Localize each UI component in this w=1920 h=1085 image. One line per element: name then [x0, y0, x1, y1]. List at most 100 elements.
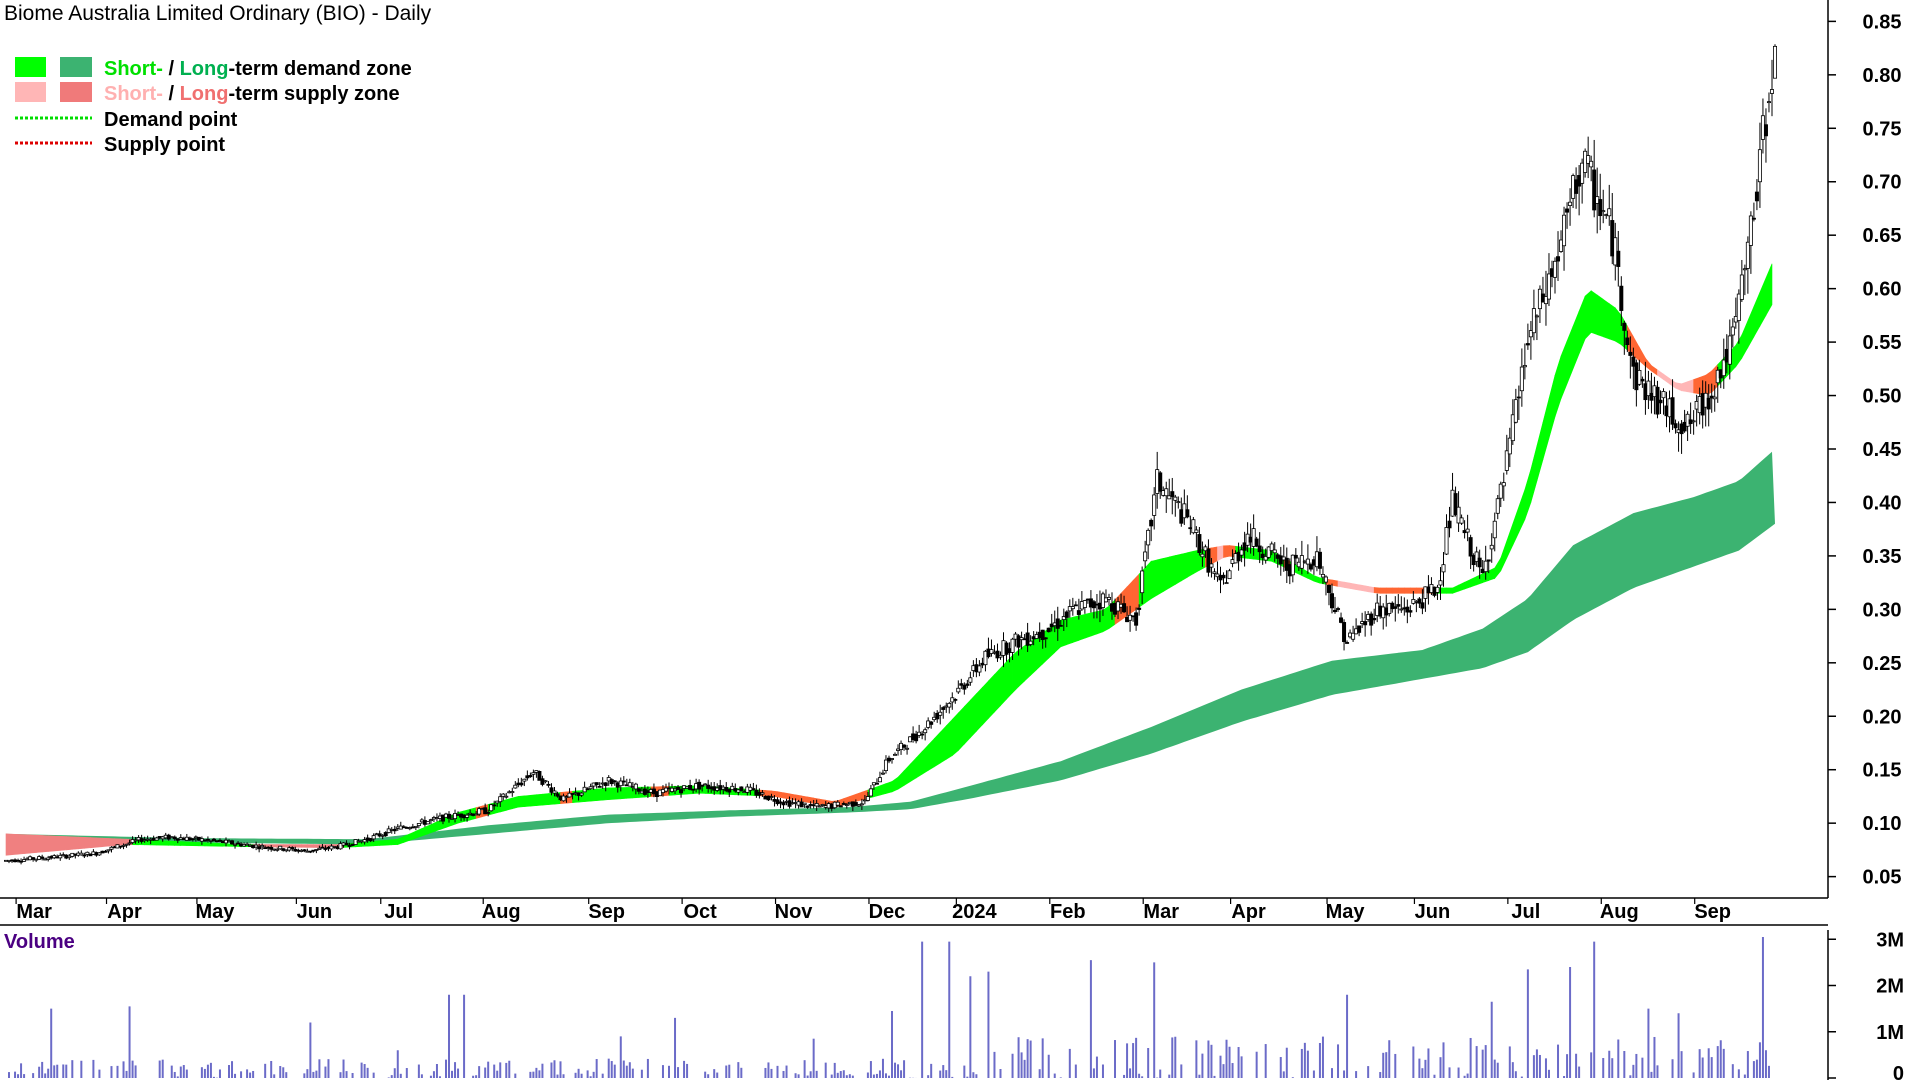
- short-term-zone-segment: [1187, 550, 1194, 578]
- candle-body: [133, 839, 138, 842]
- candle-body: [106, 849, 111, 852]
- price-tick-label: 0.50: [1863, 386, 1902, 408]
- short-term-zone-segment: [47, 835, 55, 852]
- candle-body: [453, 813, 458, 820]
- short-term-zone-segment: [313, 844, 320, 848]
- candle-body: [1336, 608, 1341, 610]
- candle-body: [371, 835, 376, 840]
- price-tick-label: 0.40: [1863, 492, 1902, 514]
- candle-body: [425, 821, 430, 825]
- candle-body: [1221, 574, 1226, 579]
- candle-body: [1320, 573, 1325, 578]
- short-term-zone-segment: [192, 841, 200, 847]
- candle-body: [233, 843, 238, 846]
- candle-body: [1507, 437, 1512, 455]
- candle-body: [627, 782, 632, 787]
- short-term-zone-segment: [307, 844, 314, 848]
- candle-body: [1736, 293, 1741, 321]
- candle-body: [612, 780, 617, 783]
- time-tick-label: Oct: [683, 901, 717, 923]
- candle-body: [1441, 564, 1446, 573]
- candle-body: [1510, 414, 1515, 442]
- candle-body: [1525, 343, 1530, 346]
- short-term-zone-segment: [29, 834, 37, 854]
- candle-body: [781, 802, 786, 806]
- candle-body: [1040, 629, 1045, 641]
- candle-body: [1254, 538, 1259, 547]
- candle-body: [1167, 495, 1172, 500]
- short-term-zone-segment: [783, 792, 790, 800]
- candle-body: [1637, 369, 1642, 385]
- candle-body: [1016, 635, 1021, 648]
- volume-tick-label: 3M: [1876, 929, 1904, 951]
- short-term-zone-segment: [1391, 587, 1399, 594]
- short-term-zone-segment: [1012, 649, 1019, 694]
- legend-swatch-short: [15, 57, 46, 77]
- short-term-zone-segment: [1162, 556, 1170, 593]
- legend-entry: Demand point: [104, 109, 238, 131]
- candle-body: [1574, 179, 1579, 194]
- candle-body: [588, 786, 593, 790]
- short-term-zone-segment: [958, 705, 965, 752]
- candle-body: [97, 852, 102, 856]
- candle-body: [1191, 519, 1196, 534]
- short-term-zone-segment: [1343, 581, 1351, 589]
- short-term-zone-segment: [885, 781, 893, 794]
- time-tick-label: Apr: [1231, 901, 1266, 923]
- candle-body: [594, 782, 599, 786]
- short-term-zone-segment: [982, 680, 989, 726]
- price-tick-label: 0.55: [1863, 332, 1902, 354]
- short-term-zone-segment: [17, 834, 25, 855]
- candle-body: [254, 844, 259, 848]
- short-term-zone-segment: [1331, 579, 1339, 587]
- candle-body: [1459, 517, 1464, 524]
- candle-body: [977, 665, 982, 673]
- short-term-zone-segment: [530, 794, 537, 807]
- candle-body: [1176, 501, 1181, 504]
- candle-body: [890, 758, 895, 760]
- candle-body: [1528, 330, 1533, 338]
- time-axis: Mar Apr May Jun Jul Aug Sep Oct Nov Dec 2024 Feb Mar…: [15, 898, 1731, 923]
- candle-body: [1661, 391, 1666, 399]
- candle-body: [1399, 608, 1404, 611]
- candle-body: [1363, 621, 1368, 626]
- candle-body: [820, 804, 825, 806]
- short-term-zone-segment: [379, 839, 387, 846]
- candle-body: [290, 847, 295, 850]
- candle-body: [835, 801, 840, 806]
- candle-body: [1390, 602, 1395, 610]
- candle-body: [1601, 210, 1606, 213]
- short-term-zone-segment: [945, 718, 953, 760]
- candle-body: [1185, 509, 1190, 518]
- short-term-zone-segment: [1398, 587, 1405, 594]
- short-term-zone-segment: [626, 787, 634, 799]
- candle-body: [1290, 554, 1295, 576]
- candle-body: [1212, 571, 1217, 574]
- candle-body: [1339, 617, 1344, 623]
- candle-body: [486, 812, 491, 814]
- candle-body: [1043, 637, 1048, 640]
- candle-body: [1263, 556, 1268, 561]
- candle-body: [1453, 493, 1458, 515]
- price-tick-label: 0.60: [1863, 279, 1902, 301]
- candle-body: [302, 849, 307, 852]
- candle-body: [935, 712, 940, 720]
- short-term-zone-segment: [518, 795, 525, 808]
- short-term-zone-segment: [1440, 587, 1447, 594]
- candle-body: [1326, 584, 1331, 593]
- candle-body: [1209, 563, 1214, 568]
- candle-body: [1200, 553, 1205, 558]
- candle-body: [983, 650, 988, 666]
- candle-body: [1489, 544, 1494, 550]
- short-term-zone-segment: [1608, 303, 1616, 342]
- candle-body: [838, 805, 843, 808]
- candle-body: [1501, 482, 1506, 487]
- candle-body: [1140, 570, 1145, 594]
- candle-body: [362, 839, 367, 843]
- candle-body: [1763, 124, 1768, 137]
- candle-body: [618, 780, 623, 787]
- candle-body: [1073, 604, 1078, 607]
- short-term-zone-segment: [204, 842, 212, 847]
- candle-body: [805, 805, 810, 808]
- short-term-zone-segment: [1367, 586, 1375, 594]
